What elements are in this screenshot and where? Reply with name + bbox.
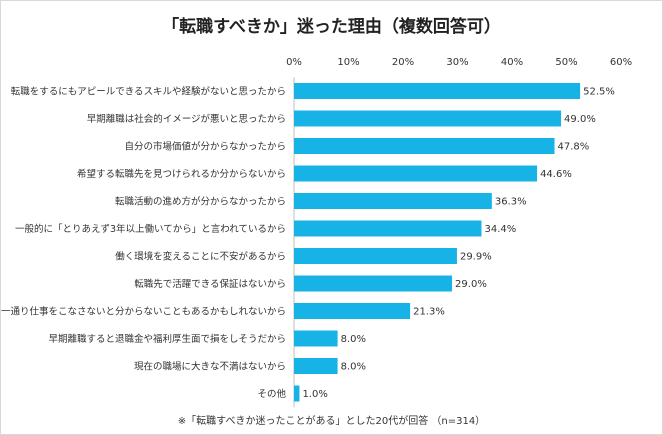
bar	[294, 220, 482, 237]
value-label: 29.9%	[460, 252, 492, 263]
category-label: その他	[257, 388, 286, 400]
category-label: 自分の市場価値が分からなかったから	[124, 141, 286, 153]
category-label: 働く環境を変えることに不安があるから	[115, 251, 286, 263]
value-label: 1.0%	[302, 389, 327, 400]
category-label: 現在の職場に大きな不満はないから	[134, 361, 286, 373]
bar	[294, 110, 562, 127]
value-label: 52.5%	[583, 87, 615, 98]
x-tick-label: 40%	[501, 57, 523, 68]
x-tick-label: 50%	[555, 57, 577, 68]
bar	[294, 248, 457, 264]
category-label: 転職活動の進め方が分からなかったから	[115, 196, 286, 208]
value-label: 34.4%	[484, 224, 516, 235]
value-label: 47.8%	[558, 142, 590, 153]
category-label: 転職をするにもアピールできるスキルや経験がないと思ったから	[11, 86, 286, 98]
value-label: 36.3%	[495, 197, 527, 208]
bar	[294, 165, 538, 182]
category-label: 希望する転職先を見つけられるか分からないから	[77, 168, 286, 180]
bar	[294, 303, 411, 319]
bar	[294, 83, 581, 99]
category-label: 一般的に「とりあえず3年以上働いてから」と言われているから	[15, 223, 286, 235]
category-label: 早期離職は社会的イメージが悪いと思ったから	[87, 113, 286, 125]
x-tick-label: 30%	[446, 57, 468, 68]
category-label: 早期離職すると退職金や福利厚生面で損をしそうだから	[48, 333, 286, 345]
bar	[294, 385, 300, 402]
x-tick-label: 20%	[392, 57, 414, 68]
bar	[294, 358, 338, 374]
bar	[294, 193, 492, 209]
value-label: 29.0%	[455, 279, 487, 290]
category-label: 転職先で活躍できる保証はないから	[134, 278, 286, 290]
value-label: 44.6%	[540, 169, 572, 180]
x-tick-label: 10%	[337, 57, 359, 68]
chart-title: 「転職すべきか」迷った理由（複数回答可）	[162, 17, 501, 37]
value-label: 21.3%	[413, 307, 445, 318]
bar	[294, 138, 555, 154]
bar	[294, 330, 338, 347]
x-tick-label: 0%	[286, 57, 302, 68]
x-tick-label: 60%	[610, 57, 632, 68]
value-label: 8.0%	[341, 334, 366, 345]
chart-footnote: ※「転職すべきか迷ったことがある」とした20代が回答 （n=314）	[177, 416, 486, 427]
value-label: 8.0%	[341, 362, 366, 373]
bar	[294, 275, 453, 292]
value-label: 49.0%	[564, 114, 596, 125]
category-label: 一通り仕事をこなさないと分からないこともあるかもしれないから	[1, 306, 286, 318]
